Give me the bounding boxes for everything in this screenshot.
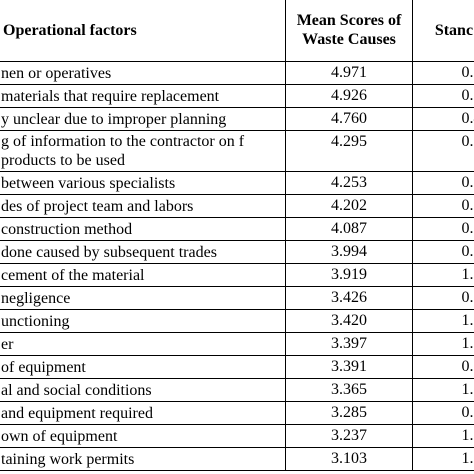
- table-cell: unctioning: [0, 309, 286, 333]
- table-cell: 3.994: [285, 240, 413, 264]
- table-cell: 1.22: [412, 447, 474, 471]
- table-cell: taining work permits: [0, 447, 286, 471]
- table-cell: 3.365: [285, 378, 413, 402]
- table-cell: 3.426: [285, 286, 413, 310]
- table-cell: 0.94: [412, 355, 474, 379]
- table-cell: g of information to the contractor on f …: [0, 130, 286, 172]
- header-cell: Operational factors: [0, 0, 286, 62]
- table-cell: 1.00: [412, 263, 474, 287]
- table-row: done caused by subsequent trades3.9940.6…: [0, 240, 474, 264]
- table-cell: 1.07: [412, 309, 474, 333]
- table-cell: 4.971: [285, 61, 413, 85]
- table-cell: 4.926: [285, 84, 413, 108]
- table-cell: 4.087: [285, 217, 413, 241]
- table-cell: 0.92: [412, 401, 474, 425]
- table-cell: 1.22: [412, 332, 474, 356]
- header-cell: Stanc Devia: [412, 0, 474, 62]
- table-cell: of equipment: [0, 355, 286, 379]
- table-row: g of information to the contractor on f …: [0, 130, 474, 172]
- table-cell: nen or operatives: [0, 61, 286, 85]
- table-cell: 3.285: [285, 401, 413, 425]
- table-cell: al and social conditions: [0, 378, 286, 402]
- table-cell: construction method: [0, 217, 286, 241]
- header-cell: Mean Scores of Waste Causes: [285, 0, 413, 62]
- table-cell: materials that require replacement: [0, 84, 286, 108]
- table-cell: 1.24: [412, 378, 474, 402]
- header-row: Operational factors Mean Scores of Waste …: [0, 0, 474, 62]
- table-cell: 0.86: [412, 286, 474, 310]
- table-cell: and equipment required: [0, 401, 286, 425]
- table-cell: 0.16: [412, 61, 474, 85]
- table-cell: done caused by subsequent trades: [0, 240, 286, 264]
- table-cell: 4.295: [285, 130, 413, 172]
- table-cell: er: [0, 332, 286, 356]
- table-cell: 3.397: [285, 332, 413, 356]
- table-cell: negligence: [0, 286, 286, 310]
- table-cell: own of equipment: [0, 424, 286, 448]
- table-cell: 4.202: [285, 194, 413, 218]
- table-cell: des of project team and labors: [0, 194, 286, 218]
- table-cell: y unclear due to improper planning: [0, 107, 286, 131]
- table-cell: 4.760: [285, 107, 413, 131]
- table-cell: 3.420: [285, 309, 413, 333]
- table-cell: 3.391: [285, 355, 413, 379]
- table-cell: 0.29: [412, 84, 474, 108]
- table-cell: 4.253: [285, 171, 413, 195]
- table-cell: 3.103: [285, 447, 413, 471]
- table-row: y unclear due to improper planning 4.760 0…: [0, 107, 474, 131]
- table-cell: 0.47: [412, 107, 474, 131]
- table-cell: 3.237: [285, 424, 413, 448]
- table-cell: 0.68: [412, 240, 474, 264]
- table-cell: 1.15: [412, 424, 474, 448]
- table-cell: 0.79: [412, 171, 474, 195]
- table-row: materials that require replacement 4.926 0…: [0, 84, 474, 108]
- table-cell: 0.78: [412, 194, 474, 218]
- table-cell: 0.73: [412, 217, 474, 241]
- table-cell: between various specialists: [0, 171, 286, 195]
- table-cell: 0.59: [412, 130, 474, 172]
- table-cell: cement of the material: [0, 263, 286, 287]
- table-cell: 3.919: [285, 263, 413, 287]
